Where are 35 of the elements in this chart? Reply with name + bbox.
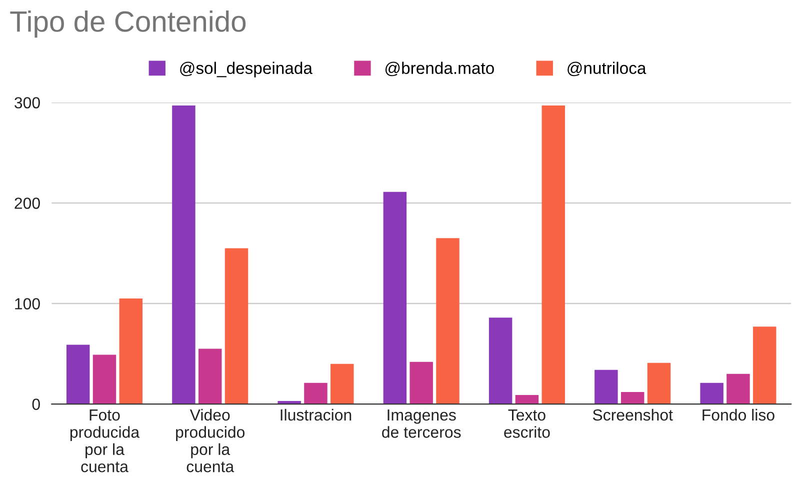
y-tick-label: 0	[32, 398, 40, 410]
bar	[383, 192, 407, 404]
bar	[726, 374, 750, 404]
bar	[198, 348, 222, 404]
bar	[92, 354, 116, 404]
bar	[66, 344, 90, 404]
x-tick-label: Imagenes de terceros	[382, 409, 461, 438]
x-tick-label: Foto producida por la cuenta	[70, 409, 140, 472]
bar	[620, 392, 644, 404]
x-tick-label: Ilustracion	[280, 408, 352, 421]
chart-title: Tipo de Contenido	[10, 10, 246, 38]
bar	[119, 298, 143, 404]
bar	[753, 326, 776, 404]
bar	[224, 248, 248, 404]
bar	[515, 394, 539, 404]
bar	[594, 370, 618, 404]
legend-label: @nutriloca	[568, 62, 646, 76]
y-tick-label: 100	[15, 298, 40, 310]
x-tick-label: Video producido por la cuenta	[176, 408, 245, 472]
bar	[172, 105, 196, 404]
bar	[304, 382, 328, 404]
x-tick-label: Texto escrito	[504, 409, 550, 438]
bar	[542, 105, 565, 404]
bar	[488, 318, 512, 404]
x-tick-label: Fondo liso	[702, 408, 774, 421]
bar	[647, 362, 671, 404]
bar	[700, 382, 724, 404]
legend-label: @brenda.mato	[385, 62, 494, 76]
bar	[436, 238, 460, 404]
legend-label: @sol_despeinada	[180, 62, 312, 78]
y-tick-label: 300	[14, 97, 40, 108]
bar	[330, 364, 354, 404]
bar	[410, 362, 433, 404]
y-tick-label: 200	[14, 198, 40, 209]
x-tick-label: Screenshot	[592, 408, 673, 421]
